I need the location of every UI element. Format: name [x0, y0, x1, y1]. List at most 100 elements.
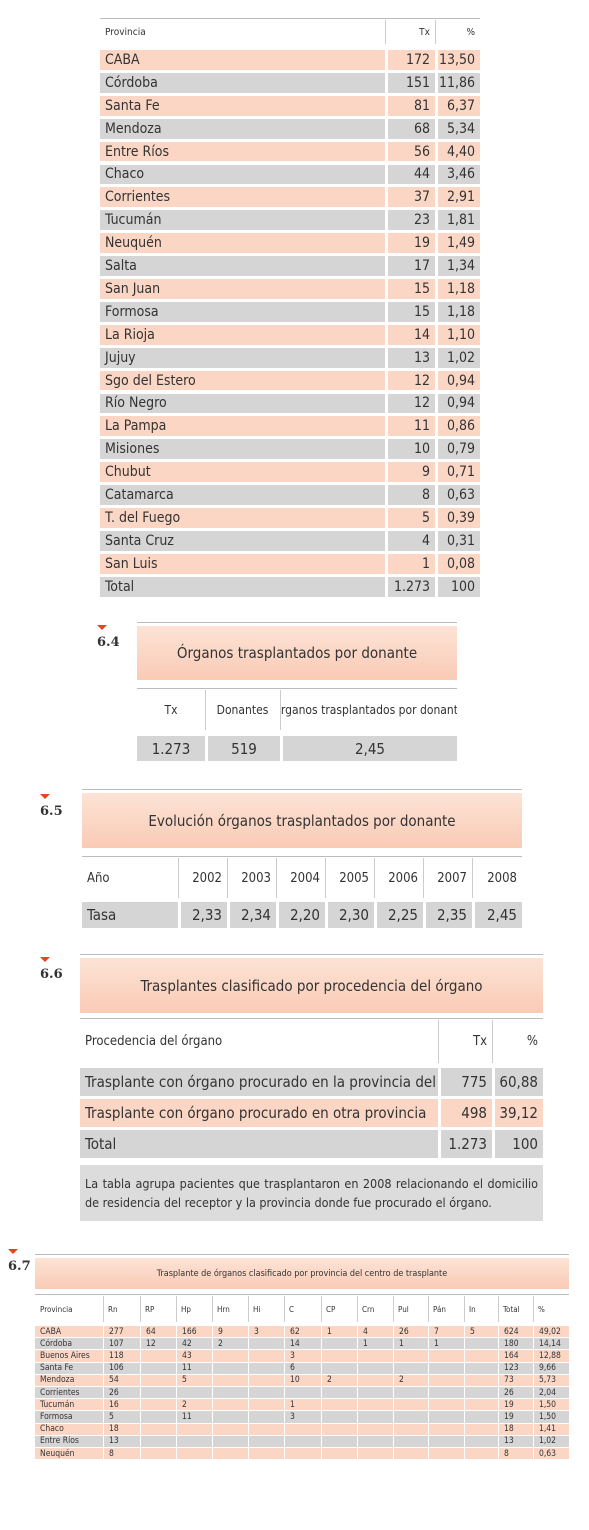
cell: Chaco	[35, 1423, 103, 1435]
cell	[358, 1435, 393, 1447]
cell	[429, 1399, 464, 1411]
cell: 2,20	[279, 902, 325, 928]
cell	[429, 1411, 464, 1423]
divider	[280, 690, 281, 730]
cell: Entre Ríos	[35, 1435, 103, 1447]
cell	[394, 1399, 428, 1411]
cell: 100	[495, 1130, 543, 1158]
cell	[358, 1399, 393, 1411]
cell: 0,94	[438, 370, 480, 391]
cell: Formosa	[100, 301, 385, 322]
cell	[465, 1423, 498, 1435]
cell: 12	[388, 393, 435, 414]
cell: CABA	[35, 1326, 103, 1338]
cell: 3	[285, 1411, 321, 1423]
cell: 164	[499, 1350, 533, 1362]
cell: Total	[100, 576, 385, 597]
cell: 18	[104, 1423, 140, 1435]
cell	[465, 1387, 498, 1399]
cell: 118	[104, 1350, 140, 1362]
cell: 2,33	[181, 902, 227, 928]
cell: 11	[388, 416, 435, 437]
divider	[325, 858, 326, 898]
rule	[80, 1018, 543, 1019]
cell: Tasa	[82, 902, 178, 928]
divider	[357, 1296, 358, 1322]
cell	[213, 1435, 248, 1447]
cell	[394, 1435, 428, 1447]
divider	[464, 1296, 465, 1322]
cell	[358, 1423, 393, 1435]
cell: Salta	[100, 256, 385, 276]
cell: 14	[388, 324, 435, 345]
cell: Total	[80, 1130, 438, 1158]
cell: 277	[104, 1326, 140, 1338]
cell: San Luis	[100, 553, 385, 574]
header-cell: C	[289, 1304, 295, 1314]
cell: 5,73	[534, 1374, 569, 1386]
cell	[249, 1399, 284, 1411]
header-cell: Total	[503, 1304, 520, 1314]
cell: 5,34	[438, 118, 480, 139]
cell: 106	[104, 1362, 140, 1374]
cell: 0,63	[534, 1448, 569, 1460]
cell: 498	[441, 1099, 492, 1127]
cell	[322, 1350, 357, 1362]
cell: 1	[388, 553, 435, 574]
header-cell: Rn	[108, 1304, 118, 1314]
cell: Catamarca	[100, 485, 385, 505]
cell	[285, 1435, 321, 1447]
cell: 0,71	[438, 462, 480, 483]
cell: 19	[499, 1399, 533, 1411]
cell: 64	[141, 1326, 176, 1338]
cell	[465, 1362, 498, 1374]
section-title: Trasplantes clasificado por procedencia …	[80, 958, 543, 1013]
cell	[429, 1435, 464, 1447]
cell	[465, 1448, 498, 1460]
divider	[498, 1296, 499, 1322]
cell: Sgo del Estero	[100, 370, 385, 391]
cell: 151	[388, 72, 435, 93]
cell: 775	[441, 1068, 492, 1096]
cell: 3	[249, 1326, 284, 1338]
divider	[533, 1296, 534, 1322]
cell: 0,79	[438, 439, 480, 460]
cell	[213, 1350, 248, 1362]
cell: 2	[394, 1374, 428, 1386]
cell: 9	[213, 1326, 248, 1338]
cell	[141, 1387, 176, 1399]
cell: 166	[177, 1326, 212, 1338]
cell	[322, 1399, 357, 1411]
cell: 1,49	[438, 233, 480, 254]
cell: 2,45	[475, 902, 522, 928]
rule	[35, 1254, 569, 1255]
cell	[394, 1448, 428, 1460]
rule	[100, 18, 480, 19]
divider	[374, 858, 375, 898]
header-cell: Provincia	[105, 26, 146, 38]
cell	[358, 1387, 393, 1399]
divider	[140, 1296, 141, 1322]
header-cell: Tx	[164, 703, 178, 717]
cell: 1	[394, 1338, 428, 1350]
cell: 81	[388, 95, 435, 116]
cell: 8	[388, 485, 435, 505]
cell: 12	[388, 370, 435, 391]
cell: 1,50	[534, 1399, 569, 1411]
divider	[423, 858, 424, 898]
cell: 13	[499, 1435, 533, 1447]
divider	[103, 1296, 104, 1322]
section-title: Órganos trasplantados por donante	[137, 626, 457, 680]
cell: 56	[388, 141, 435, 162]
cell	[213, 1448, 248, 1460]
rule	[35, 1294, 569, 1295]
cell: Corrientes	[35, 1387, 103, 1399]
cell: 1,81	[438, 210, 480, 231]
divider	[435, 20, 436, 44]
cell: 54	[104, 1374, 140, 1386]
cell: Trasplante con órgano procurado en la pr…	[80, 1068, 438, 1096]
divider	[248, 1296, 249, 1322]
divider	[438, 1020, 439, 1063]
cell: 13,50	[438, 50, 480, 70]
cell	[249, 1435, 284, 1447]
